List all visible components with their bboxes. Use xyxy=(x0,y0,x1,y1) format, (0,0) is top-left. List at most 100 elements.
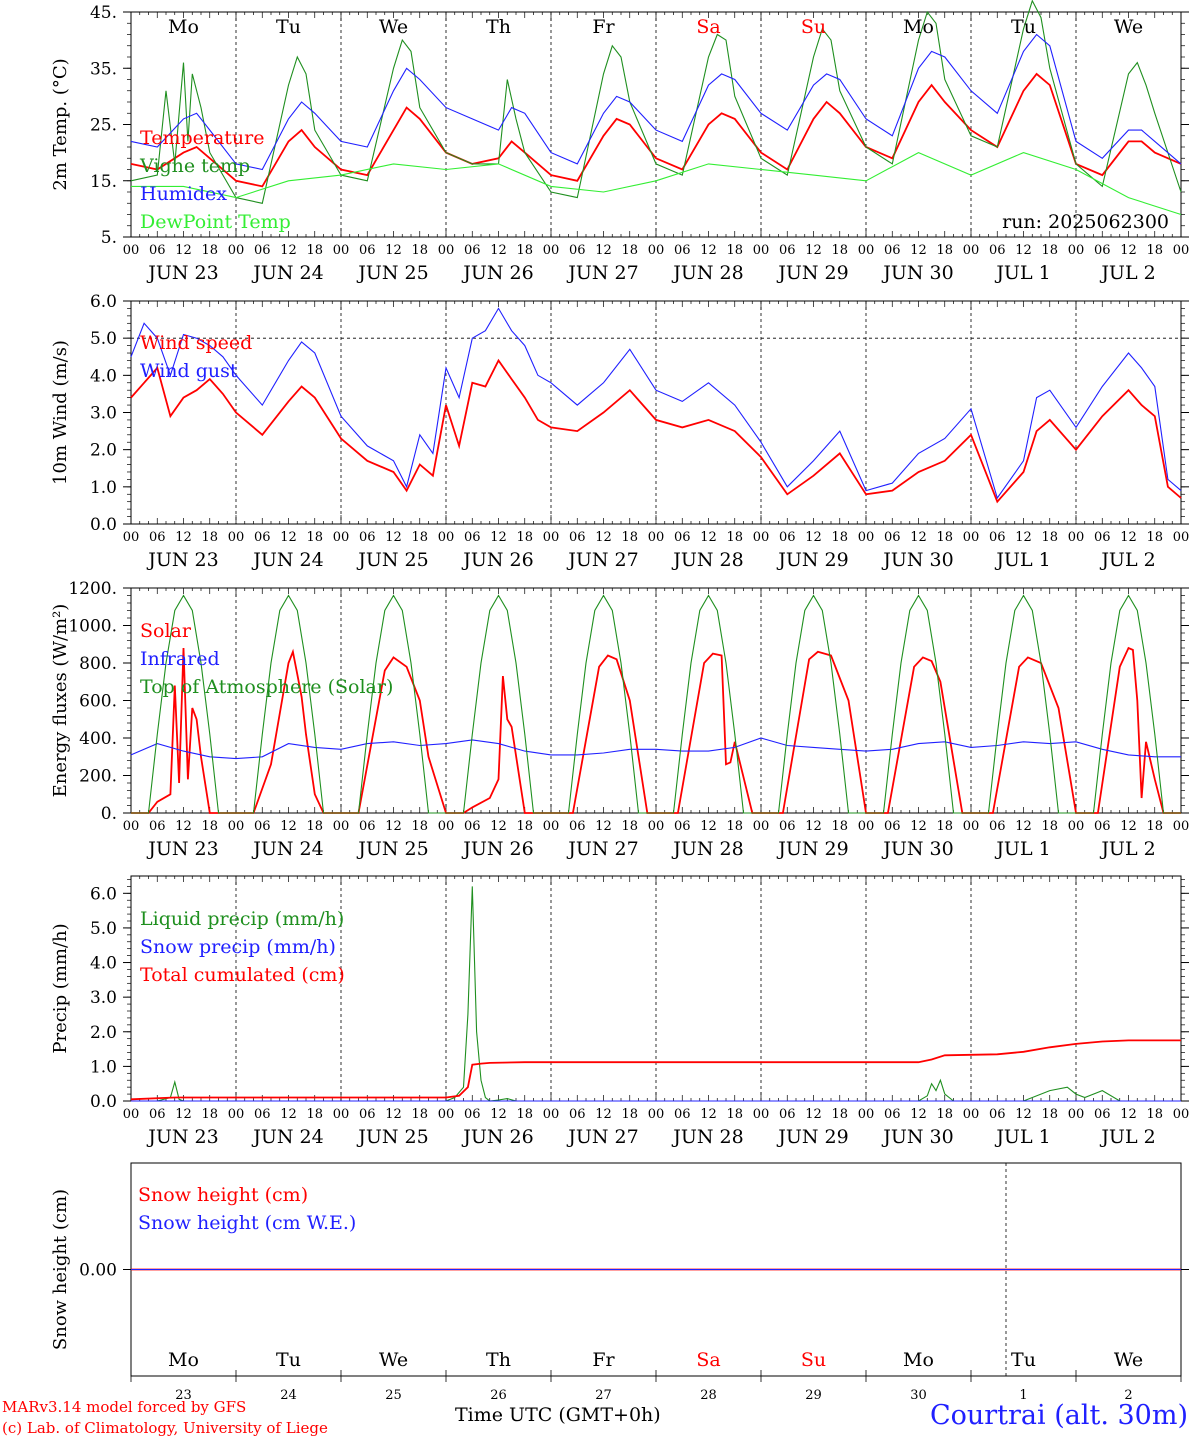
hour-tick-label: 12 xyxy=(1015,819,1032,834)
hour-tick-label: 12 xyxy=(385,243,402,258)
hour-tick-label: 18 xyxy=(1041,1107,1058,1122)
day-number-label: 23 xyxy=(175,1388,192,1403)
legend-entry: Humidex xyxy=(140,183,227,205)
date-label: JUL 2 xyxy=(1099,1126,1155,1148)
date-label: JUN 28 xyxy=(671,262,743,284)
hour-tick-label: 12 xyxy=(385,530,402,545)
hour-tick-label: 12 xyxy=(595,530,612,545)
date-label: JUN 27 xyxy=(566,1126,638,1148)
day-number-label: 24 xyxy=(280,1388,297,1403)
date-label: JUL 2 xyxy=(1099,549,1155,571)
date-label: JUN 25 xyxy=(356,838,428,860)
legend-entry: Snow height (cm W.E.) xyxy=(138,1212,356,1234)
hour-tick-label: 12 xyxy=(1120,530,1137,545)
y-tick-label: 1200. xyxy=(68,579,117,599)
hour-tick-label: 06 xyxy=(779,530,796,545)
hour-tick-label: 12 xyxy=(1015,530,1032,545)
run-label: run: 2025062300 xyxy=(1002,211,1169,233)
hour-tick-label: 06 xyxy=(569,530,586,545)
series-line xyxy=(130,72,1182,188)
hour-tick-label: 18 xyxy=(411,819,428,834)
hour-tick-label: 18 xyxy=(831,530,848,545)
hour-tick-label: 06 xyxy=(149,819,166,834)
hour-tick-label: 00 xyxy=(438,243,455,258)
weekday-label: Mo xyxy=(168,1349,199,1371)
hour-tick-label: 06 xyxy=(569,1107,586,1122)
hour-tick-label: 00 xyxy=(123,530,140,545)
hour-tick-label: 18 xyxy=(306,1107,323,1122)
hour-tick-label: 06 xyxy=(464,243,481,258)
date-label: JUL 1 xyxy=(994,549,1050,571)
hour-tick-label: 06 xyxy=(674,530,691,545)
hour-tick-label: 00 xyxy=(648,1107,665,1122)
hour-tick-label: 00 xyxy=(963,1107,980,1122)
hour-tick-label: 18 xyxy=(306,819,323,834)
hour-tick-label: 06 xyxy=(989,819,1006,834)
date-label: JUN 30 xyxy=(881,838,953,860)
date-label: JUN 27 xyxy=(566,549,638,571)
panel-4 xyxy=(123,875,1189,1102)
y-tick-label: 1.0 xyxy=(90,478,117,498)
hour-tick-label: 18 xyxy=(516,819,533,834)
hour-tick-label: 18 xyxy=(201,1107,218,1122)
legend-entry: Vigne temp xyxy=(139,155,250,177)
hour-tick-label: 18 xyxy=(831,819,848,834)
hour-tick-label: 12 xyxy=(595,819,612,834)
hour-tick-label: 00 xyxy=(1068,819,1085,834)
hour-tick-label: 00 xyxy=(543,1107,560,1122)
hour-tick-label: 00 xyxy=(123,1107,140,1122)
y-axis-label: Precip (mm/h) xyxy=(50,923,71,1053)
hour-tick-label: 00 xyxy=(333,819,350,834)
hour-tick-label: 00 xyxy=(753,530,770,545)
date-label: JUL 2 xyxy=(1099,262,1155,284)
legend-entry: Wind gust xyxy=(140,360,238,382)
y-tick-label: 35. xyxy=(90,59,117,79)
weekday-label: Mo xyxy=(903,1349,934,1371)
legend-entry: Infrared xyxy=(140,648,220,670)
hour-tick-label: 06 xyxy=(884,243,901,258)
panel-5 xyxy=(123,1162,1189,1382)
hour-tick-label: 18 xyxy=(516,530,533,545)
legend-entry: Solar xyxy=(140,620,192,642)
y-tick-label: 200. xyxy=(79,767,117,787)
date-label: JUN 25 xyxy=(356,549,428,571)
hour-tick-label: 12 xyxy=(175,530,192,545)
y-tick-label: 25. xyxy=(90,116,117,136)
y-axis-label: 2m Temp. (°C) xyxy=(50,58,71,190)
date-label: JUN 30 xyxy=(881,549,953,571)
panel-frame xyxy=(130,11,1182,238)
day-number-label: 30 xyxy=(910,1388,927,1403)
hour-tick-label: 06 xyxy=(884,1107,901,1122)
y-tick-label: 15. xyxy=(90,172,117,192)
hour-tick-label: 06 xyxy=(464,530,481,545)
y-axis-label: 10m Wind (m/s) xyxy=(50,340,71,485)
hour-tick-label: 00 xyxy=(228,819,245,834)
day-number-label: 26 xyxy=(490,1388,507,1403)
date-label: JUN 24 xyxy=(251,838,323,860)
date-label: JUN 29 xyxy=(776,262,848,284)
date-label: JUN 29 xyxy=(776,549,848,571)
hour-tick-label: 18 xyxy=(726,243,743,258)
hour-tick-label: 00 xyxy=(1068,530,1085,545)
hour-tick-label: 12 xyxy=(910,530,927,545)
series-line xyxy=(131,594,1181,814)
hour-tick-label: 12 xyxy=(490,530,507,545)
hour-tick-label: 12 xyxy=(1015,1107,1032,1122)
hour-tick-label: 18 xyxy=(621,530,638,545)
hour-tick-label: 00 xyxy=(1173,1107,1190,1122)
hour-tick-label: 12 xyxy=(700,819,717,834)
hour-tick-label: 00 xyxy=(753,1107,770,1122)
hour-tick-label: 12 xyxy=(490,819,507,834)
hour-tick-label: 00 xyxy=(1068,1107,1085,1122)
hour-tick-label: 06 xyxy=(989,243,1006,258)
hour-tick-label: 06 xyxy=(464,1107,481,1122)
date-label: JUL 1 xyxy=(994,838,1050,860)
day-number-label: 2 xyxy=(1124,1388,1132,1403)
y-tick-label: 600. xyxy=(79,692,117,712)
hour-tick-label: 18 xyxy=(621,819,638,834)
y-axis-label: Energy fluxes (W/m²) xyxy=(50,604,71,798)
hour-tick-label: 00 xyxy=(333,243,350,258)
hour-tick-label: 00 xyxy=(543,530,560,545)
hour-tick-label: 06 xyxy=(674,1107,691,1122)
weekday-label: We xyxy=(1114,1349,1143,1371)
